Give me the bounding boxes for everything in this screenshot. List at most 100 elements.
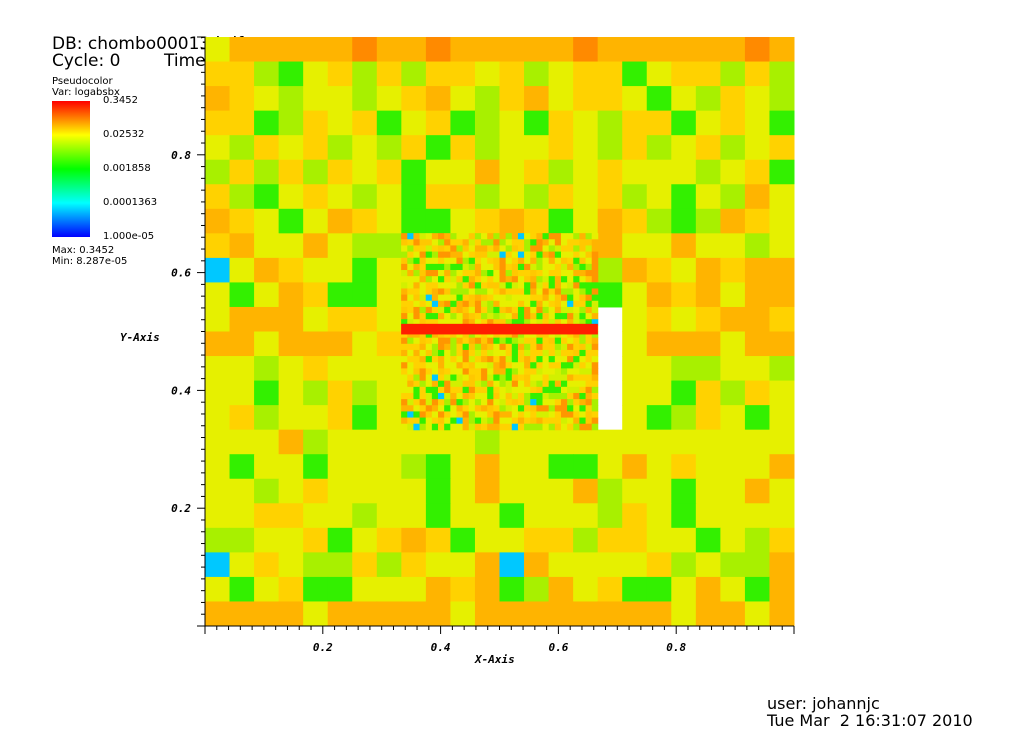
heatmap-fine-cell: [548, 417, 556, 425]
heatmap-fine-cell: [554, 313, 562, 320]
heatmap-fine-cell: [468, 356, 476, 363]
heatmap-cell: [720, 61, 746, 87]
heatmap-fine-cell: [579, 239, 586, 246]
heatmap-cell: [450, 208, 476, 234]
heatmap-fine-cell: [450, 239, 457, 246]
heatmap-cell: [425, 110, 451, 136]
heatmap-cell: [205, 110, 231, 136]
heatmap-fine-cell: [524, 319, 531, 326]
heatmap-fine-cell: [487, 380, 494, 388]
heatmap-cell: [278, 306, 304, 332]
heatmap-cell: [671, 282, 697, 308]
heatmap-fine-cell: [407, 294, 414, 302]
heatmap-fine-cell: [450, 257, 457, 265]
heatmap-fine-cell: [401, 245, 408, 252]
heatmap-fine-cell: [487, 282, 494, 289]
heatmap-fine-cell: [456, 374, 464, 382]
heatmap-fine-cell: [579, 349, 586, 357]
heatmap-fine-cell: [511, 392, 519, 400]
heatmap-fine-cell: [493, 300, 500, 308]
heatmap-fine-cell: [548, 399, 556, 406]
heatmap-fine-cell: [444, 423, 451, 431]
heatmap-cell: [548, 86, 574, 112]
heatmap-fine-cell: [505, 337, 513, 345]
heatmap-cell: [450, 552, 476, 578]
heatmap-fine-cell: [505, 306, 513, 314]
heatmap-fine-cell: [462, 374, 470, 382]
heatmap-fine-cell: [444, 233, 451, 240]
heatmap-cell: [597, 159, 623, 185]
heatmap-fine-cell: [511, 263, 519, 271]
heatmap-fine-cell: [499, 233, 507, 240]
heatmap-fine-cell: [505, 356, 513, 363]
heatmap-fine-cell: [401, 270, 408, 277]
heatmap-fine-cell: [450, 300, 457, 308]
heatmap-fine-cell: [579, 313, 586, 320]
heatmap-fine-cell: [517, 294, 525, 302]
heatmap-fine-cell: [499, 362, 507, 369]
heatmap-fine-cell: [585, 282, 593, 289]
heatmap-fine-cell: [407, 263, 414, 271]
heatmap-fine-cell: [493, 417, 500, 425]
heatmap-fine-cell: [499, 386, 507, 394]
heatmap-fine-cell: [560, 306, 568, 314]
heatmap-fine-cell: [536, 417, 543, 425]
heatmap-cell: [303, 257, 329, 283]
heatmap-fine-cell: [407, 386, 414, 394]
heatmap-cell: [205, 601, 231, 627]
heatmap-cell: [278, 405, 304, 431]
heatmap-fine-cell: [413, 270, 420, 277]
heatmap-fine-cell: [481, 239, 488, 246]
heatmap-fine-cell: [505, 319, 513, 326]
heatmap-fine-cell: [419, 288, 427, 296]
heatmap-fine-cell: [536, 306, 543, 314]
heatmap-fine-cell: [456, 257, 464, 265]
heatmap-cell: [474, 601, 500, 627]
heatmap-cell: [597, 233, 623, 259]
heatmap-fine-cell: [560, 239, 568, 246]
heatmap-fine-cell: [401, 337, 408, 345]
heatmap-fine-cell: [548, 245, 556, 252]
heatmap-fine-cell: [573, 313, 580, 320]
heatmap-cell: [229, 601, 255, 627]
heatmap-fine-cell: [585, 337, 593, 345]
heatmap-fine-cell: [450, 282, 457, 289]
heatmap-fine-cell: [401, 263, 408, 271]
heatmap-cell: [597, 576, 623, 602]
heatmap-cell: [769, 208, 795, 234]
heatmap-cell: [671, 110, 697, 136]
heatmap-fine-cell: [407, 313, 414, 320]
heatmap-fine-cell: [554, 245, 562, 252]
heatmap-fine-cell: [573, 300, 580, 308]
heatmap-cell: [744, 282, 770, 308]
heatmap-cell: [573, 61, 599, 87]
heatmap-fine-cell: [524, 282, 531, 289]
heatmap-cell: [303, 184, 329, 210]
heatmap-fine-cell: [579, 356, 586, 363]
heatmap-fine-cell: [573, 282, 580, 289]
heatmap-cell: [474, 552, 500, 578]
heatmap-fine-cell: [511, 374, 519, 382]
heatmap-cell: [646, 86, 672, 112]
heatmap-fine-cell: [401, 306, 408, 314]
heatmap-cell: [524, 135, 550, 161]
heatmap-fine-cell: [468, 270, 476, 277]
heatmap-cell: [695, 306, 721, 332]
heatmap-fine-cell: [511, 343, 519, 351]
heatmap-fine-cell: [548, 423, 556, 431]
heatmap-fine-cell: [585, 239, 593, 246]
heatmap-fine-cell: [536, 288, 543, 296]
heatmap-cell: [205, 331, 231, 357]
heatmap-cell: [376, 576, 402, 602]
heatmap-fine-cell: [401, 251, 408, 259]
heatmap-cell: [695, 454, 721, 480]
heatmap-fine-cell: [536, 263, 543, 271]
heatmap-fine-cell: [493, 356, 500, 363]
heatmap-fine-cell: [450, 270, 457, 277]
heatmap-fine-cell: [462, 417, 470, 425]
heatmap-fine-cell: [407, 233, 414, 240]
heatmap-cell: [376, 601, 402, 627]
heatmap-fine-cell: [517, 386, 525, 394]
heatmap-cell: [425, 527, 451, 553]
heatmap-fine-cell: [536, 405, 543, 412]
